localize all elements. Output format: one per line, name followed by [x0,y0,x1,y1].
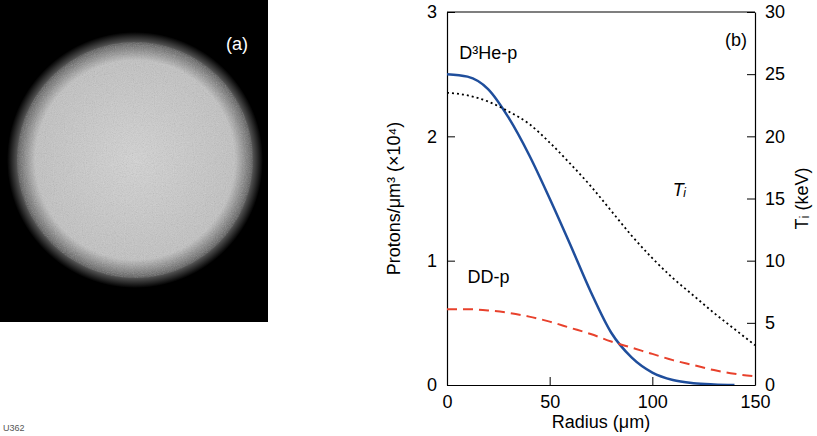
tick-mark [747,323,755,324]
tick-mark [747,74,755,75]
tick-label: 15 [765,189,785,209]
tick-mark [747,261,755,262]
tick-mark [447,136,455,137]
tick: 1 [427,251,455,271]
proton-image-disk [7,32,263,288]
image-grain [10,35,260,285]
panel-b: 0501001500123051015202530Radius (μm)Prot… [384,2,812,432]
tick: 10 [747,251,785,271]
axis-line [448,385,756,386]
tick-label: 3 [427,2,437,22]
figure-code: U362 [3,423,25,433]
tick: 2 [427,127,455,147]
tick: 5 [747,313,775,333]
tick: 0 [427,375,455,395]
series-label: DD-p [468,267,510,287]
tick-mark [652,377,653,385]
series-line [447,74,734,385]
tick-label: 0 [442,392,452,412]
tick-label: 30 [765,2,785,22]
tick-label: 2 [427,127,437,147]
y-axis-title: Protons/μm³ (×10⁴) [384,122,404,276]
series-line [447,309,755,376]
series-label: D³He-p [459,43,517,63]
tick: 50 [540,377,560,412]
tick-mark [747,199,755,200]
tick-label: 25 [765,64,785,84]
tick-label: 0 [765,375,775,395]
tick-label: 50 [540,392,560,412]
figure: (a)U3620501001500123051015202530Radius (… [0,0,817,436]
tick: 100 [638,377,668,412]
tick-mark [447,385,455,386]
frame-top [447,11,755,12]
series-line [447,93,755,345]
tick-label: 5 [765,313,775,333]
panel-label: (a) [226,34,248,54]
tick: 15 [747,189,785,209]
tick-label: 1 [427,251,437,271]
plot-area [447,74,755,385]
tick-mark [747,385,755,386]
x-axis: 050100150 [442,377,770,412]
tick: 0 [747,375,775,395]
tick: 20 [747,127,785,147]
tick-label: 10 [765,251,785,271]
x-axis-title: Radius (μm) [552,412,650,432]
tick-mark [747,136,755,137]
y2-axis: 0 5 10 15 20 25 30 [747,2,785,395]
y2-axis-title: Tᵢ (keV) [792,168,812,230]
panel-a: (a) [0,0,268,322]
series-label: Tᵢ [673,180,687,200]
image-background [0,0,268,322]
tick-mark [447,261,455,262]
axis-line [447,13,448,386]
panel-label: (b) [725,30,747,50]
tick-label: 100 [638,392,668,412]
axis-line [755,13,756,386]
tick: 25 [747,64,785,84]
tick-label: 20 [765,127,785,147]
tick-label: 0 [427,375,437,395]
y-axis: 0 1 2 3 [427,2,455,395]
tick-mark [550,377,551,385]
